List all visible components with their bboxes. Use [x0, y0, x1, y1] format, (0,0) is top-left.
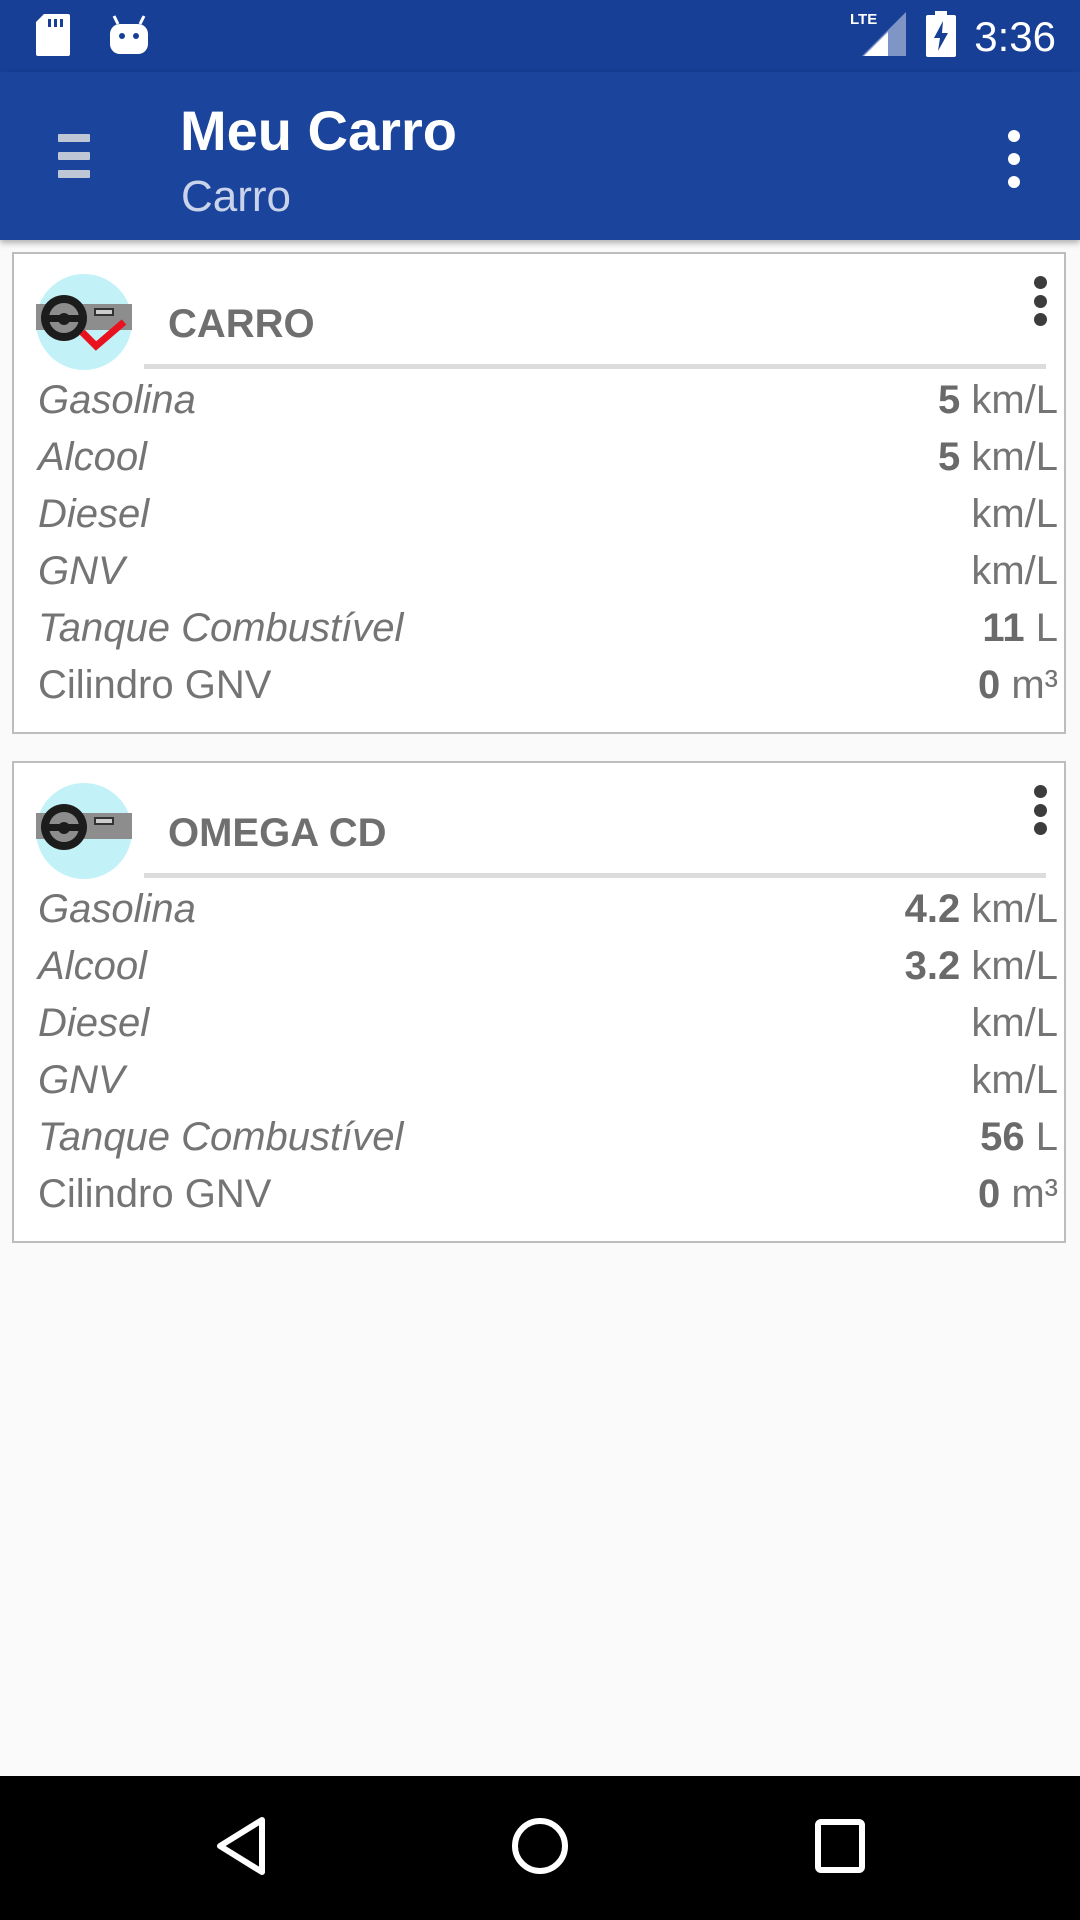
svg-text:LTE: LTE — [850, 11, 877, 28]
app-title: Meu Carro — [180, 99, 457, 162]
back-icon[interactable] — [214, 1816, 268, 1881]
steering-wheel-check-icon — [36, 274, 132, 370]
car-name: OMEGA CD — [168, 811, 387, 855]
home-icon[interactable] — [510, 1816, 570, 1881]
app-subtitle: Carro — [181, 172, 292, 221]
android-icon — [110, 14, 148, 61]
row-gnv: GNV km/L — [38, 1058, 1058, 1102]
row-cilindro: Cilindro GNV 0 m³ — [38, 1172, 1058, 1216]
app-bar: Meu Carro Carro — [0, 72, 1080, 240]
row-gasolina: Gasolina 5 km/L — [38, 378, 1058, 422]
row-tanque: Tanque Combustível 56 L — [38, 1115, 1058, 1159]
status-bar: LTE 3:36 — [0, 0, 1080, 72]
car-card[interactable]: CARRO Gasolina 5 km/L Alcool 5 km/L Dies… — [12, 252, 1066, 734]
menu-icon[interactable] — [58, 134, 90, 178]
row-gasolina: Gasolina 4.2 km/L — [38, 887, 1058, 931]
battery-charging-icon — [926, 11, 957, 62]
row-diesel: Diesel km/L — [38, 492, 1058, 536]
row-alcool: Alcool 5 km/L — [38, 435, 1058, 479]
navigation-bar — [0, 1776, 1080, 1920]
steering-wheel-icon — [36, 783, 132, 879]
overflow-menu-icon[interactable] — [1000, 130, 1028, 188]
clock: 3:36 — [974, 12, 1056, 60]
card-menu-icon[interactable] — [1030, 276, 1050, 326]
car-name: CARRO — [168, 302, 315, 346]
sd-card-icon — [36, 14, 70, 61]
card-menu-icon[interactable] — [1030, 785, 1050, 835]
divider — [144, 873, 1046, 878]
recents-icon[interactable] — [814, 1818, 866, 1879]
divider — [144, 364, 1046, 369]
car-card[interactable]: OMEGA CD Gasolina 4.2 km/L Alcool 3.2 km… — [12, 761, 1066, 1243]
row-cilindro: Cilindro GNV 0 m³ — [38, 663, 1058, 707]
row-alcool: Alcool 3.2 km/L — [38, 944, 1058, 988]
row-tanque: Tanque Combustível 11 L — [38, 606, 1058, 650]
lte-signal-icon: LTE — [850, 10, 908, 63]
row-gnv: GNV km/L — [38, 549, 1058, 593]
row-diesel: Diesel km/L — [38, 1001, 1058, 1045]
